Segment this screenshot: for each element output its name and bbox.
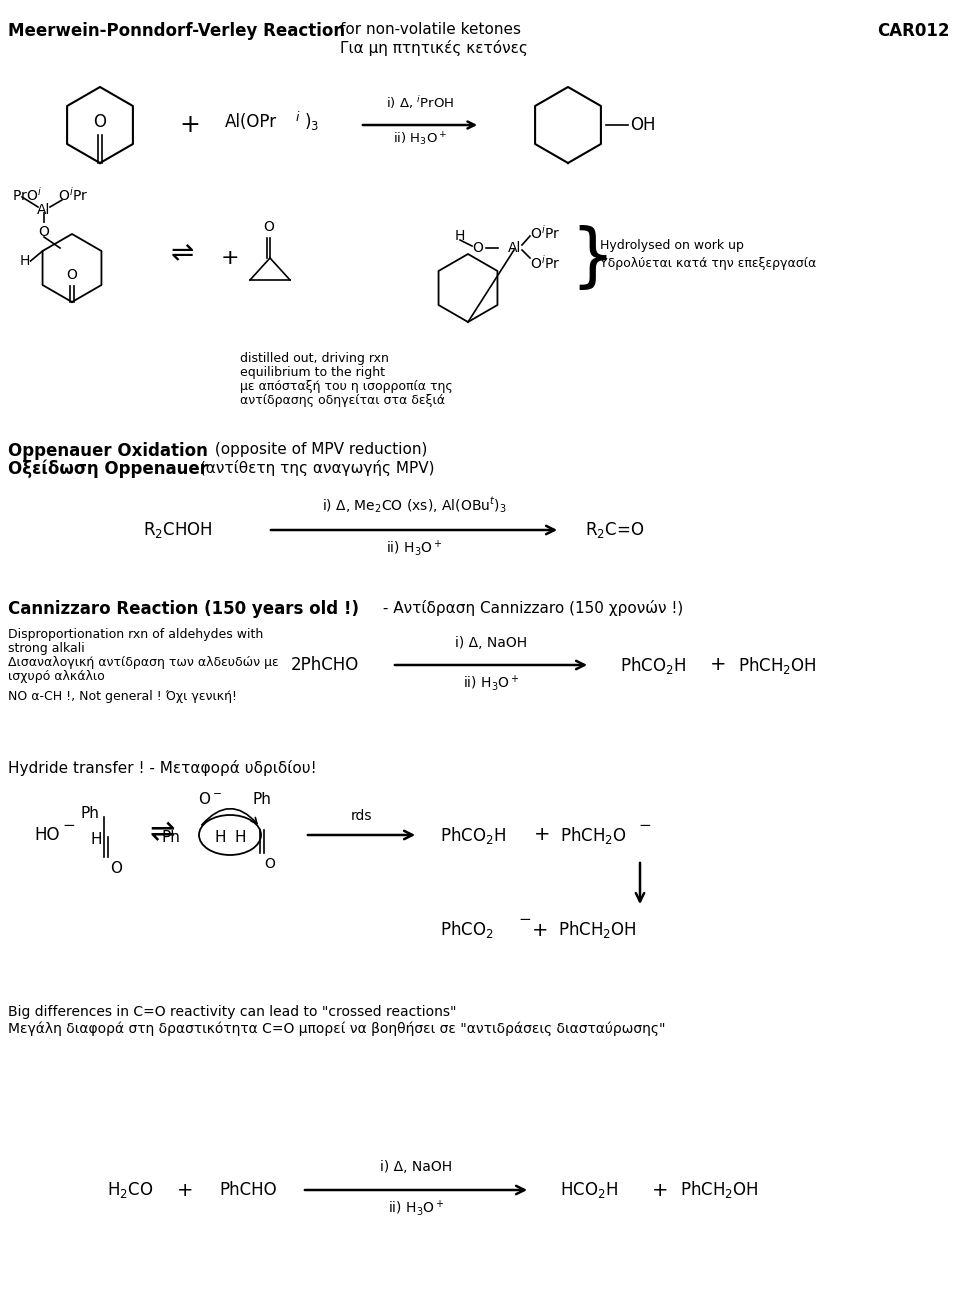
Text: PhCO$_2$H: PhCO$_2$H [440,825,506,846]
Text: Για μη πτητικές κετόνες: Για μη πτητικές κετόνες [340,41,528,56]
Text: Οξείδωση Oppenauer: Οξείδωση Oppenauer [8,460,208,478]
Text: +: + [652,1180,668,1200]
Text: ⇌: ⇌ [170,239,194,267]
Text: Hydride transfer ! - Μεταφορά υδριδίου!: Hydride transfer ! - Μεταφορά υδριδίου! [8,759,317,776]
Text: +: + [180,112,201,137]
Text: for non-volatile ketones: for non-volatile ketones [340,22,521,37]
Text: )$_3$: )$_3$ [304,111,319,132]
Text: H: H [19,254,30,268]
Text: i) Δ, NaOH: i) Δ, NaOH [455,637,527,650]
Text: CAR012: CAR012 [877,22,950,41]
Text: +: + [177,1180,193,1200]
Text: ii) H$_3$O$^+$: ii) H$_3$O$^+$ [388,1199,444,1218]
Text: H: H [214,830,226,844]
Text: PrO$^i$: PrO$^i$ [12,186,42,204]
Text: PhCH$_2$OH: PhCH$_2$OH [558,920,636,941]
Text: H$_2$CO: H$_2$CO [107,1180,154,1200]
Text: Al(OPr: Al(OPr [225,112,277,131]
Text: R$_2$CHOH: R$_2$CHOH [143,520,213,540]
Text: O$^i$Pr: O$^i$Pr [58,186,88,204]
Text: NO α-CH !, Not general ! Όχι γενική!: NO α-CH !, Not general ! Όχι γενική! [8,690,237,703]
Text: −: − [62,817,75,833]
Text: i) Δ, Me$_2$CO (xs), Al(OBu$^t$)$_3$: i) Δ, Me$_2$CO (xs), Al(OBu$^t$)$_3$ [322,495,506,515]
Text: H: H [90,831,102,847]
Text: rds: rds [351,809,372,823]
Text: i) Δ, $^i$PrOH: i) Δ, $^i$PrOH [386,94,454,111]
Text: H: H [234,830,246,844]
Text: PhCHO: PhCHO [219,1182,276,1199]
Text: Hydrolysed on work up: Hydrolysed on work up [600,239,744,252]
Text: O: O [38,225,49,239]
Text: Disproportionation rxn of aldehydes with: Disproportionation rxn of aldehydes with [8,627,263,640]
Text: −: − [638,817,651,833]
Text: }: } [570,225,614,291]
Text: O: O [264,220,275,234]
Text: O: O [264,857,275,870]
Text: O$^i$Pr: O$^i$Pr [530,223,561,242]
Text: distilled out, driving rxn: distilled out, driving rxn [240,352,389,365]
Text: Ph: Ph [80,805,99,821]
Text: HO: HO [35,826,60,844]
Text: OH: OH [630,116,656,135]
Text: HCO$_2$H: HCO$_2$H [560,1180,618,1200]
Text: Δισαναλογική αντίδραση των αλδευδών με: Δισαναλογική αντίδραση των αλδευδών με [8,656,278,669]
Text: ii) H$_3$O$^+$: ii) H$_3$O$^+$ [463,673,519,693]
Text: Al: Al [37,203,51,217]
Text: Big differences in C=O reactivity can lead to "crossed reactions": Big differences in C=O reactivity can le… [8,1005,457,1019]
Text: PhCO$_2$H: PhCO$_2$H [620,655,686,676]
Text: αντίδρασης οδηγείται στα δεξιά: αντίδρασης οδηγείται στα δεξιά [240,393,445,406]
Text: PhCO$_2$: PhCO$_2$ [440,920,493,941]
Text: −: − [518,912,531,928]
Text: O: O [472,240,484,255]
Text: ισχυρό αλκάλιο: ισχυρό αλκάλιο [8,670,105,684]
Text: O: O [110,861,122,876]
Text: i) Δ, NaOH: i) Δ, NaOH [380,1161,452,1174]
Text: PhCH$_2$OH: PhCH$_2$OH [738,655,817,676]
Text: +: + [534,826,550,844]
Text: Μεγάλη διαφορά στη δραστικότητα C=O μπορεί να βοηθήσει σε "αντιδράσεις διασταύρω: Μεγάλη διαφορά στη δραστικότητα C=O μπορ… [8,1022,665,1036]
Text: equilibrium to the right: equilibrium to the right [240,366,385,379]
Text: O: O [93,112,107,131]
Text: ii) H$_3$O$^+$: ii) H$_3$O$^+$ [386,538,443,558]
Text: O$^-$: O$^-$ [198,791,222,806]
Text: ii) H$_3$O$^+$: ii) H$_3$O$^+$ [393,131,447,149]
Text: Al: Al [508,240,521,255]
Text: PhCH$_2$O: PhCH$_2$O [560,825,627,846]
Text: PhCH$_2$OH: PhCH$_2$OH [680,1179,758,1201]
Text: 2PhCHO: 2PhCHO [291,656,359,674]
Text: (αντίθετη της αναγωγής MPV): (αντίθετη της αναγωγής MPV) [195,460,435,476]
Text: +: + [709,656,727,674]
Text: Υδρολύεται κατά την επεξεργασία: Υδρολύεται κατά την επεξεργασία [600,256,816,269]
Text: (opposite of MPV reduction): (opposite of MPV reduction) [210,442,427,457]
Text: ⇌: ⇌ [149,818,175,847]
Text: R$_2$C=O: R$_2$C=O [586,520,645,540]
Text: Cannizzaro Reaction (150 years old !): Cannizzaro Reaction (150 years old !) [8,600,359,618]
Text: +: + [221,248,239,268]
Text: Ph: Ph [161,830,180,844]
Text: +: + [532,920,548,940]
Text: Oppenauer Oxidation: Oppenauer Oxidation [8,442,208,460]
Text: $i$: $i$ [295,110,300,124]
Text: O: O [66,268,78,282]
Text: Ph: Ph [252,792,271,806]
Text: με απόσταξή του η ισορροπία της: με απόσταξή του η ισορροπία της [240,380,453,393]
Text: Meerwein-Ponndorf-Verley Reaction: Meerwein-Ponndorf-Verley Reaction [8,22,346,41]
Text: strong alkali: strong alkali [8,642,84,655]
Text: O$^i$Pr: O$^i$Pr [530,254,561,272]
Text: - Αντίδραση Cannizzaro (150 χρονών !): - Αντίδραση Cannizzaro (150 χρονών !) [378,600,684,616]
Text: H: H [455,229,466,243]
